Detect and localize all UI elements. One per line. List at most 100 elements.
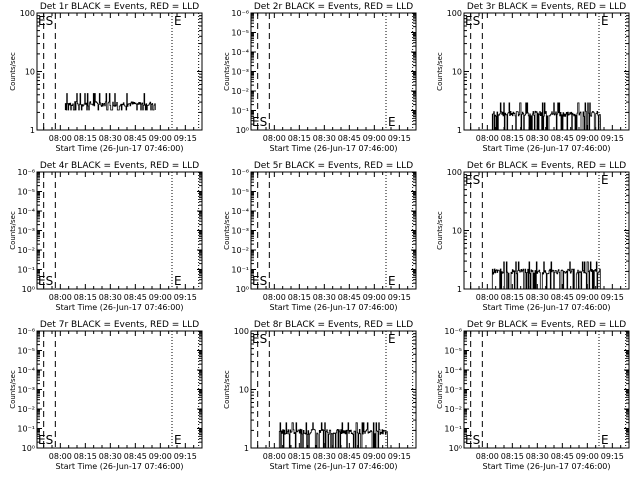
y-tick-label: 10 [25, 68, 35, 77]
y-tick-label: 10 [239, 386, 249, 395]
y-tick-label: 10⁻⁴ [17, 207, 35, 216]
x-axis-label: Start Time (26-Jun-17 07:46:00) [56, 303, 184, 312]
panel-det-2: Det 2r BLACK = Events, RED = LLD 10⁰ 10⁻¹ 1… [223, 2, 417, 153]
y-tick-label: 10⁻⁵ [17, 188, 35, 197]
marker-label-s: S [473, 14, 481, 28]
y-tick-label: 10⁻³ [231, 227, 249, 236]
marker-label-s: S [473, 433, 481, 447]
x-tick-label: 09:15 [388, 452, 411, 461]
marker-label-s: S [46, 14, 54, 28]
y-tick-label: 10⁻³ [17, 386, 35, 395]
marker-label-s: S [46, 274, 54, 288]
plot-frame [463, 171, 630, 290]
event-series-trace [278, 422, 389, 449]
y-axis-label: Counts/sec [9, 370, 17, 409]
plot-frame [463, 330, 630, 449]
marker-label-s: S [260, 332, 268, 346]
panel-title: Det 9r BLACK = Events, RED = LLD [467, 320, 626, 330]
x-tick-label: 09:15 [174, 134, 197, 143]
panel-title: Det 5r BLACK = Events, RED = LLD [254, 161, 413, 171]
marker-label-e-edge: E [252, 115, 260, 129]
x-tick-label: 08:15 [74, 293, 97, 302]
x-tick-label: 08:00 [263, 452, 286, 461]
x-tick-label: 09:15 [174, 293, 197, 302]
y-axis-label: Counts/sec [223, 370, 231, 409]
marker-label-e: E [601, 173, 609, 187]
x-tick-label: 08:30 [313, 452, 336, 461]
x-tick-label: 08:45 [551, 293, 574, 302]
y-tick-label: 1 [30, 126, 35, 135]
x-tick-label: 09:00 [149, 134, 172, 143]
panel-title: Det 2r BLACK = Events, RED = LLD [254, 2, 413, 12]
x-tick-label: 08:30 [526, 452, 549, 461]
x-tick-label: 09:15 [174, 452, 197, 461]
x-tick-label: 09:00 [363, 293, 386, 302]
marker-label-s: S [260, 274, 268, 288]
x-tick-label: 08:30 [99, 134, 122, 143]
marker-label-e-edge: E [465, 173, 473, 187]
plot-frame [36, 12, 203, 131]
panel-title: Det 3r BLACK = Events, RED = LLD [467, 2, 626, 12]
marker-label-e: E [174, 274, 182, 288]
x-tick-label: 08:00 [263, 134, 286, 143]
y-tick-label: 10⁰ [22, 285, 35, 294]
y-tick-label: 10⁻³ [17, 227, 35, 236]
x-tick-label: 08:00 [49, 134, 72, 143]
x-tick-label: 08:45 [338, 452, 361, 461]
y-tick-label: 10⁻⁵ [231, 29, 249, 38]
y-tick-label: 10⁻⁴ [17, 366, 35, 375]
x-tick-label: 08:45 [551, 452, 574, 461]
y-tick-label: 10⁻¹ [231, 266, 249, 275]
marker-label-s: S [260, 115, 268, 129]
y-tick-label: 10⁰ [236, 285, 249, 294]
plot-frame [250, 330, 417, 449]
plot-frame [250, 171, 417, 290]
y-tick-label: 1 [457, 126, 462, 135]
y-tick-label: 10⁻⁵ [444, 347, 462, 356]
event-series-trace [64, 93, 156, 111]
x-tick-label: 08:00 [476, 293, 499, 302]
x-axis-label: Start Time (26-Jun-17 07:46:00) [270, 462, 398, 471]
x-axis-label: Start Time (26-Jun-17 07:46:00) [270, 144, 398, 153]
event-series-trace [491, 102, 602, 131]
y-tick-label: 100 [447, 168, 462, 177]
marker-label-e-edge: E [252, 332, 260, 346]
marker-label-e-edge: E [38, 433, 46, 447]
panel-title: Det 4r BLACK = Events, RED = LLD [40, 161, 199, 171]
y-tick-label: 10⁻³ [231, 68, 249, 77]
y-tick-label: 10⁻² [17, 246, 35, 255]
x-tick-label: 08:45 [338, 134, 361, 143]
marker-label-e: E [601, 14, 609, 28]
x-tick-label: 09:00 [363, 134, 386, 143]
marker-label-e: E [388, 274, 396, 288]
y-tick-label: 1 [244, 444, 249, 453]
x-tick-label: 09:00 [576, 134, 599, 143]
y-axis-label: Counts/sec [9, 52, 17, 91]
x-tick-label: 08:45 [124, 293, 147, 302]
marker-label-e: E [174, 14, 182, 28]
panel-title: Det 8r BLACK = Events, RED = LLD [254, 320, 413, 330]
x-tick-label: 08:45 [124, 452, 147, 461]
panel-det-1: Det 1r BLACK = Events, RED = LLD 1 10 100 Co… [9, 2, 203, 153]
x-axis-label: Start Time (26-Jun-17 07:46:00) [56, 144, 184, 153]
x-tick-label: 08:30 [526, 134, 549, 143]
x-tick-label: 08:30 [313, 134, 336, 143]
panel-title: Det 1r BLACK = Events, RED = LLD [40, 2, 199, 12]
y-tick-label: 10⁻⁶ [17, 327, 35, 336]
panel-det-8: Det 8r BLACK = Events, RED = LLD 1 10 100 Co… [223, 320, 417, 471]
y-tick-label: 10⁻¹ [444, 425, 462, 434]
y-tick-label: 10⁰ [236, 126, 249, 135]
marker-label-e: E [174, 433, 182, 447]
x-tick-label: 09:15 [388, 293, 411, 302]
x-tick-label: 09:00 [576, 293, 599, 302]
y-tick-label: 10⁻⁵ [231, 188, 249, 197]
panel-det-4: Det 4r BLACK = Events, RED = LLD 10⁰ 10⁻¹ 1… [9, 161, 203, 312]
marker-label-e-edge: E [465, 433, 473, 447]
y-tick-label: 10⁻⁶ [444, 327, 462, 336]
y-tick-label: 100 [447, 9, 462, 18]
y-tick-label: 10⁻¹ [17, 425, 35, 434]
marker-label-s: S [473, 173, 481, 187]
y-tick-label: 10⁻⁶ [231, 9, 249, 18]
x-tick-label: 09:15 [388, 134, 411, 143]
x-tick-label: 08:30 [313, 293, 336, 302]
